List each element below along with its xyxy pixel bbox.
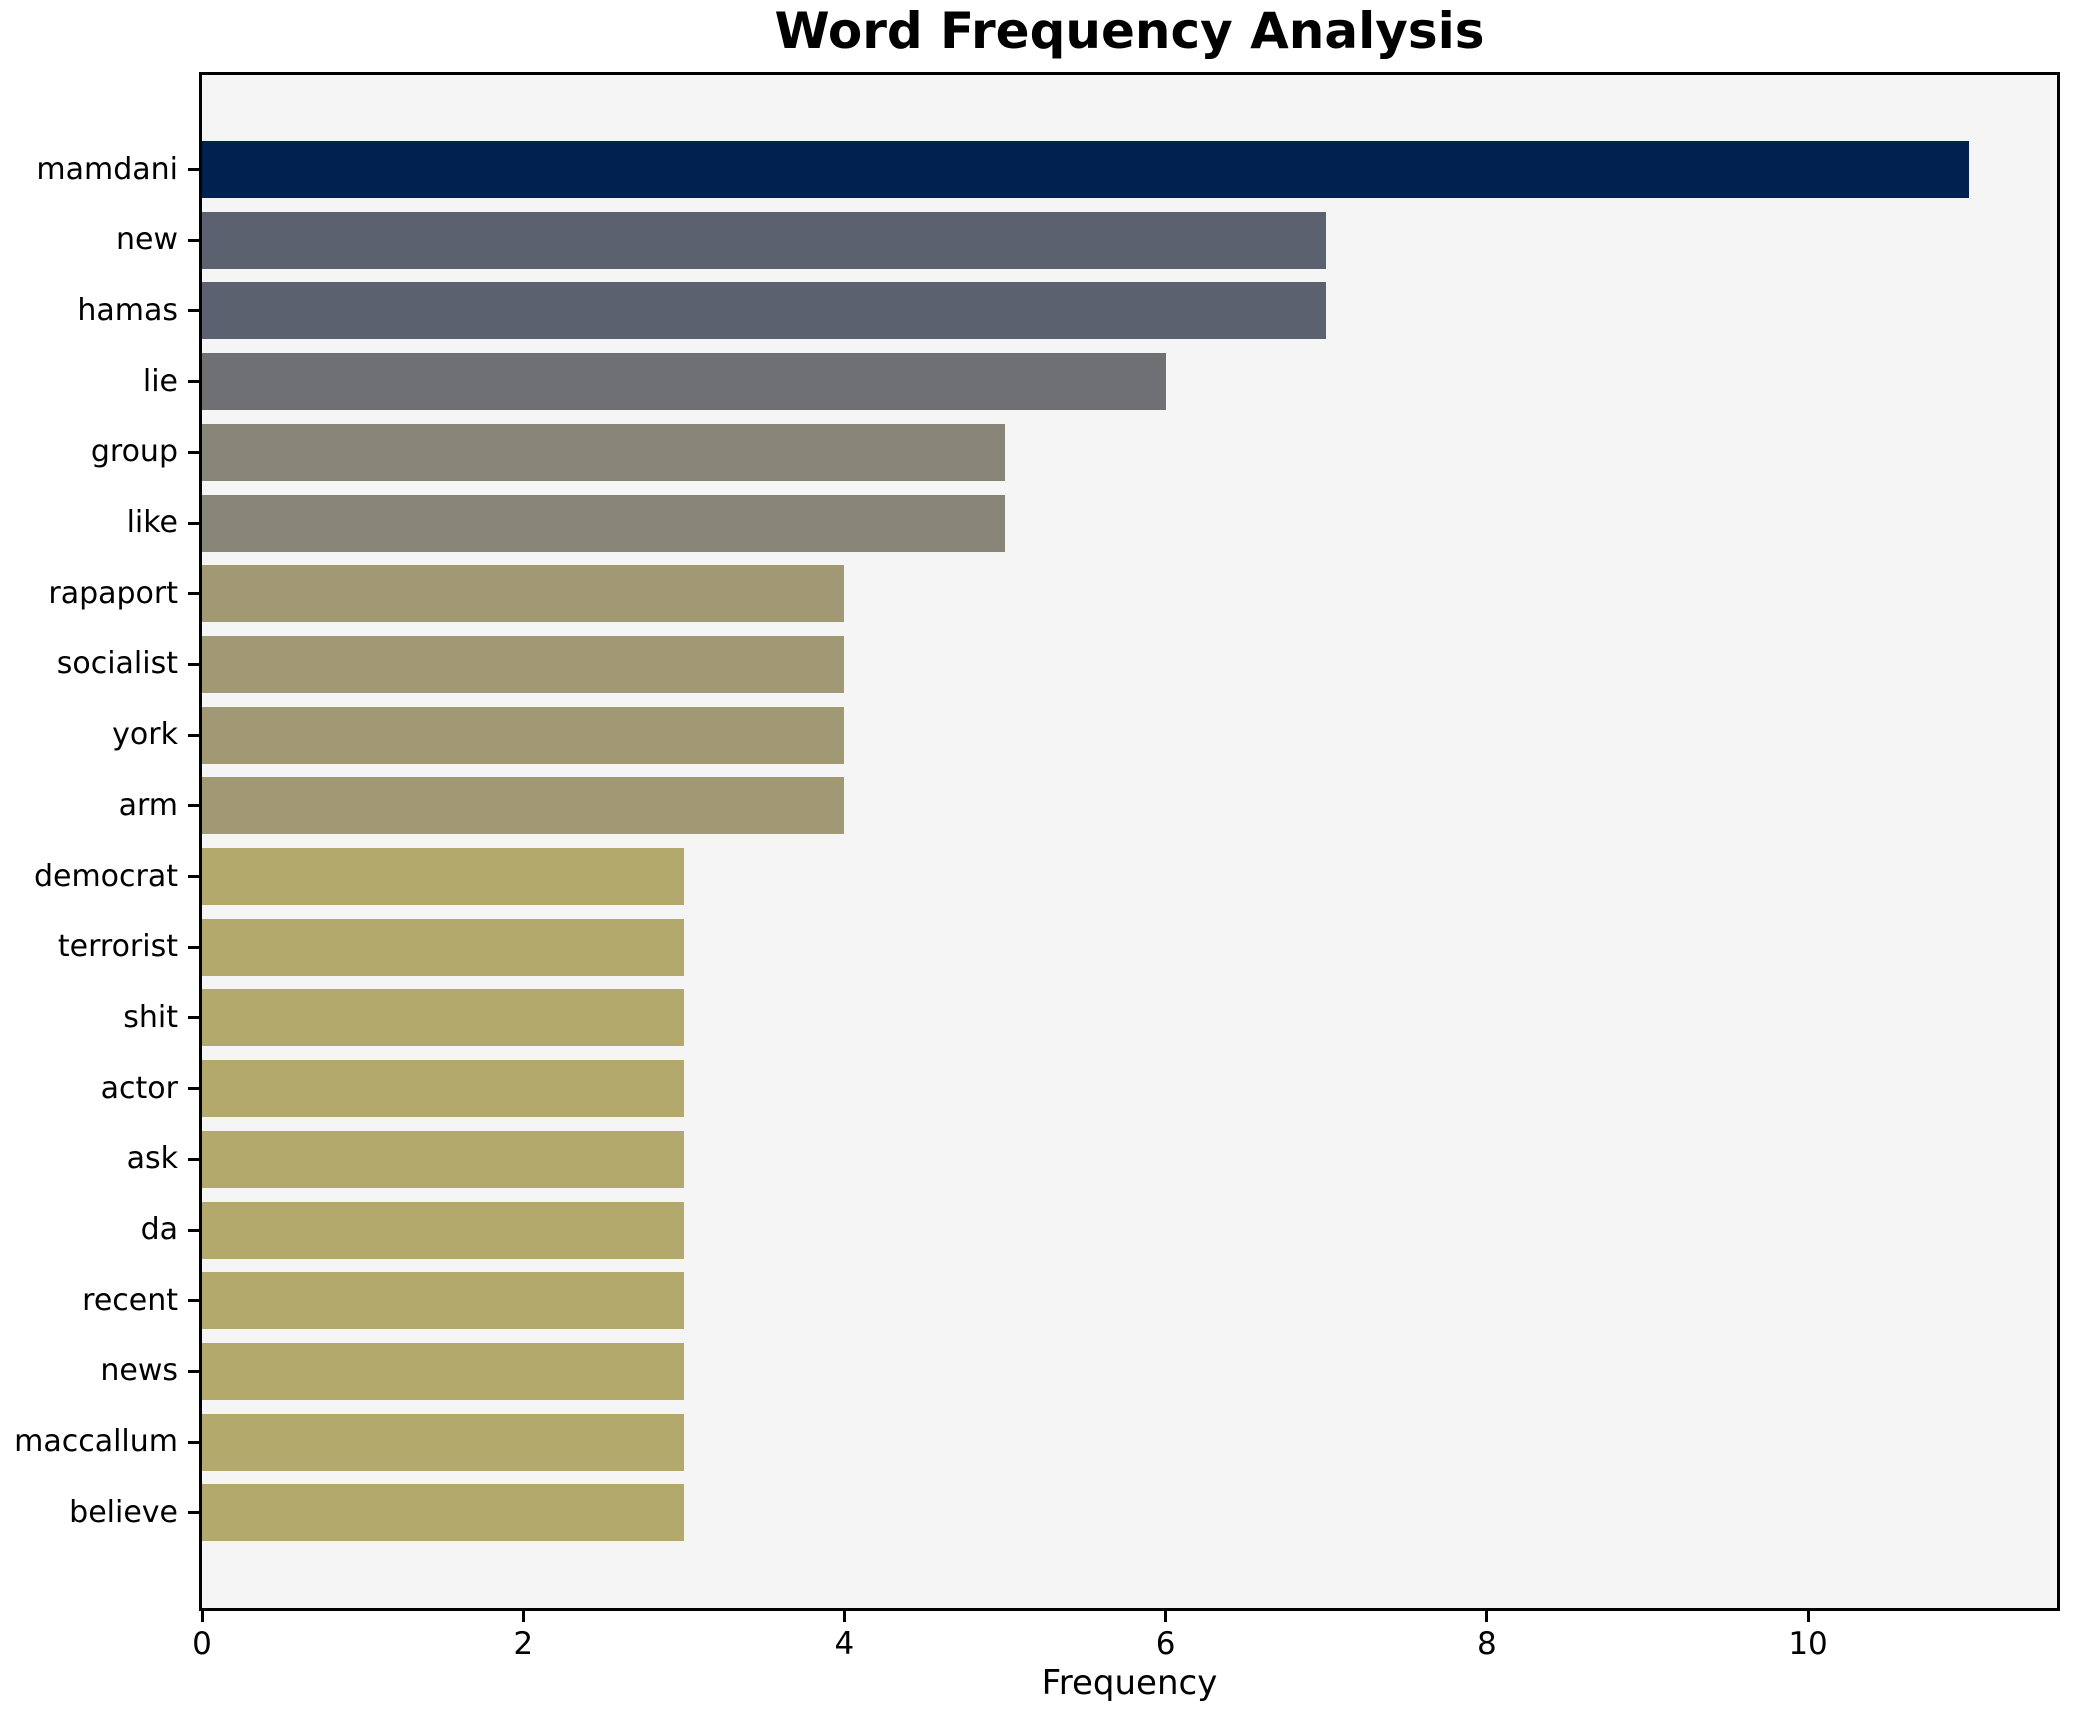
bar-terrorist — [202, 918, 684, 976]
y-tick-label-york: york — [112, 717, 178, 753]
y-tick-label-new: new — [115, 222, 178, 258]
y-tick-mark — [188, 168, 199, 171]
bar-socialist — [202, 635, 845, 693]
y-tick-mark — [188, 804, 199, 808]
bar-da — [202, 1201, 684, 1259]
bar-york — [202, 706, 845, 764]
bar-new — [202, 211, 1327, 269]
y-tick-label-ask: ask — [126, 1141, 178, 1177]
bar-rapaport — [202, 565, 845, 623]
y-tick-label-democrat: democrat — [33, 858, 178, 894]
bar-recent — [202, 1272, 684, 1330]
x-tick-mark — [1485, 1611, 1489, 1622]
y-tick-label-news: news — [100, 1353, 178, 1389]
y-tick-mark — [188, 1157, 199, 1161]
bar-shit — [202, 989, 684, 1047]
x-tick-label-10: 10 — [1788, 1626, 1828, 1662]
chart-title: Word Frequency Analysis — [774, 2, 1485, 60]
y-tick-mark — [188, 592, 199, 596]
y-tick-label-arm: arm — [118, 787, 178, 823]
y-tick-label-lie: lie — [142, 363, 178, 399]
bar-hamas — [202, 282, 1327, 340]
y-tick-mark — [188, 875, 199, 878]
y-tick-label-group: group — [90, 434, 178, 470]
y-tick-label-mamdani: mamdani — [36, 151, 178, 187]
bar-group — [202, 423, 1006, 481]
x-tick-mark — [842, 1611, 846, 1622]
y-tick-label-believe: believe — [69, 1494, 178, 1530]
y-tick-mark — [188, 1087, 199, 1091]
y-tick-mark — [188, 1228, 199, 1232]
x-tick-mark — [200, 1611, 204, 1622]
bar-news — [202, 1342, 684, 1400]
y-tick-label-like: like — [126, 505, 178, 540]
x-tick-label-6: 6 — [1155, 1626, 1176, 1662]
y-tick-mark — [188, 733, 199, 737]
y-tick-label-recent: recent — [82, 1282, 178, 1318]
bar-maccallum — [202, 1413, 684, 1471]
x-tick-mark — [521, 1611, 525, 1622]
plot-area — [199, 72, 2060, 1611]
y-tick-label-socialist: socialist — [56, 646, 178, 682]
y-tick-mark — [188, 450, 199, 454]
y-tick-label-shit: shit — [123, 999, 178, 1035]
x-tick-label-4: 4 — [834, 1626, 855, 1662]
y-tick-label-da: da — [140, 1212, 178, 1247]
y-tick-label-terrorist: terrorist — [57, 929, 178, 965]
bar-lie — [202, 353, 1166, 411]
x-axis-label: Frequency — [1041, 1663, 1218, 1703]
y-tick-mark — [188, 238, 199, 242]
y-tick-mark — [188, 1511, 199, 1515]
bar-believe — [202, 1484, 684, 1542]
x-tick-mark — [1164, 1611, 1168, 1622]
x-tick-label-8: 8 — [1476, 1626, 1497, 1662]
y-tick-mark — [188, 1369, 199, 1373]
bar-like — [202, 494, 1006, 552]
bar-ask — [202, 1130, 684, 1188]
bar-mamdani — [202, 141, 1969, 198]
y-tick-mark — [188, 945, 199, 949]
y-tick-mark — [188, 521, 199, 525]
y-tick-label-actor: actor — [100, 1070, 178, 1106]
bar-arm — [202, 777, 845, 835]
x-tick-mark — [1806, 1611, 1810, 1622]
y-tick-mark — [188, 1440, 199, 1444]
x-tick-label-2: 2 — [513, 1626, 534, 1662]
y-tick-mark — [188, 662, 199, 666]
y-tick-mark — [188, 380, 199, 384]
y-tick-mark — [188, 1299, 199, 1303]
x-tick-label-0: 0 — [192, 1626, 212, 1662]
bar-democrat — [202, 848, 684, 905]
y-tick-label-maccallum: maccallum — [14, 1424, 178, 1460]
bar-actor — [202, 1060, 684, 1118]
y-tick-mark — [188, 1016, 199, 1020]
y-tick-label-rapaport: rapaport — [48, 575, 178, 611]
y-tick-label-hamas: hamas — [77, 292, 178, 328]
y-tick-mark — [188, 309, 199, 313]
